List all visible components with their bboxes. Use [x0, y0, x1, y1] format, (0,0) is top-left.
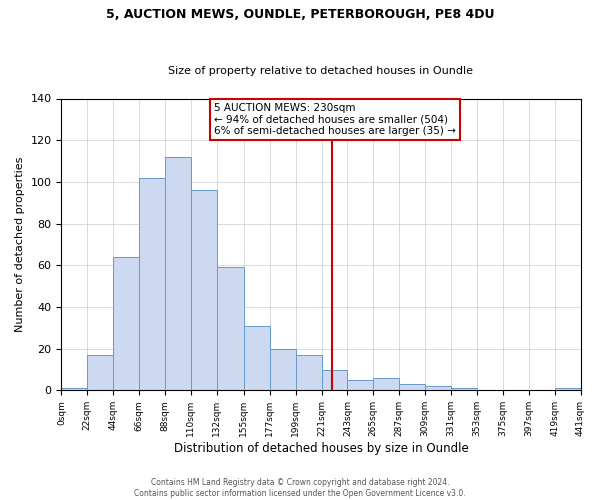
- Title: Size of property relative to detached houses in Oundle: Size of property relative to detached ho…: [169, 66, 473, 76]
- Bar: [87, 355, 113, 390]
- Bar: [270, 348, 296, 391]
- Bar: [399, 384, 425, 390]
- Text: 5, AUCTION MEWS, OUNDLE, PETERBOROUGH, PE8 4DU: 5, AUCTION MEWS, OUNDLE, PETERBOROUGH, P…: [106, 8, 494, 20]
- Bar: [425, 386, 451, 390]
- Bar: [373, 378, 399, 390]
- Text: Contains HM Land Registry data © Crown copyright and database right 2024.
Contai: Contains HM Land Registry data © Crown c…: [134, 478, 466, 498]
- Y-axis label: Number of detached properties: Number of detached properties: [15, 156, 25, 332]
- Bar: [139, 178, 165, 390]
- Bar: [191, 190, 217, 390]
- Text: 5 AUCTION MEWS: 230sqm
← 94% of detached houses are smaller (504)
6% of semi-det: 5 AUCTION MEWS: 230sqm ← 94% of detached…: [214, 102, 456, 136]
- Bar: [296, 355, 322, 390]
- Bar: [347, 380, 373, 390]
- Bar: [322, 370, 347, 390]
- Bar: [451, 388, 477, 390]
- X-axis label: Distribution of detached houses by size in Oundle: Distribution of detached houses by size …: [173, 442, 469, 455]
- Bar: [165, 157, 191, 390]
- Bar: [244, 326, 270, 390]
- Bar: [217, 268, 244, 390]
- Bar: [113, 257, 139, 390]
- Bar: [554, 388, 581, 390]
- Bar: [61, 388, 87, 390]
